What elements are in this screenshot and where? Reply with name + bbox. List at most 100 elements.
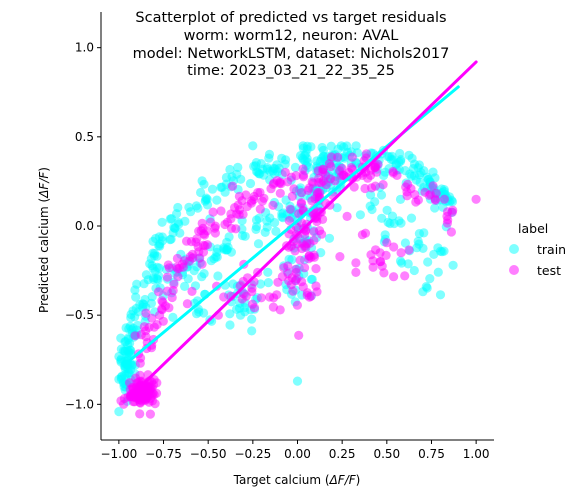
data-point-test	[194, 226, 204, 236]
data-point-train	[433, 267, 443, 277]
data-point-test	[428, 181, 438, 191]
data-point-test	[413, 195, 423, 205]
data-point-train	[351, 141, 361, 151]
data-point-test	[333, 152, 343, 162]
regression-line-test	[129, 60, 478, 397]
data-point-train	[406, 213, 417, 223]
data-point-test	[439, 194, 449, 204]
data-point-test	[141, 308, 151, 318]
data-point-train	[264, 153, 274, 163]
data-point-train	[430, 203, 440, 213]
x-tick-label: −0.50	[190, 447, 227, 461]
data-point-test	[351, 267, 361, 277]
data-point-test	[377, 261, 387, 271]
data-point-train	[429, 249, 439, 259]
data-point-train	[245, 178, 256, 189]
data-point-test	[471, 194, 481, 204]
data-point-test	[147, 396, 157, 406]
data-point-train	[247, 326, 257, 336]
data-point-test	[234, 191, 244, 201]
data-point-test	[284, 216, 294, 226]
data-point-test	[268, 200, 278, 210]
data-point-train	[389, 218, 399, 229]
data-point-test	[135, 358, 145, 368]
data-point-train	[290, 162, 300, 172]
data-point-test	[154, 287, 164, 297]
data-point-train	[339, 142, 349, 152]
data-point-train	[448, 260, 458, 270]
data-point-train	[141, 270, 151, 280]
data-point-test	[157, 296, 167, 306]
data-point-test	[247, 299, 258, 309]
data-point-train	[407, 153, 417, 163]
data-point-train	[422, 172, 432, 182]
data-point-train	[292, 376, 303, 386]
data-point-train	[403, 259, 413, 269]
data-point-test	[389, 242, 399, 252]
data-point-test	[360, 183, 370, 194]
y-tick-label: 0.0	[75, 219, 94, 233]
data-point-test	[425, 189, 435, 199]
data-point-train	[247, 314, 257, 324]
data-point-test	[389, 272, 399, 282]
legend: label train test	[509, 221, 566, 278]
data-point-test	[300, 263, 310, 273]
scatter-points-layer	[114, 141, 481, 419]
data-point-test	[233, 200, 243, 210]
data-point-test	[227, 181, 238, 191]
data-point-train	[425, 274, 435, 284]
data-point-test	[171, 262, 182, 272]
data-point-train	[199, 308, 209, 318]
data-point-test	[158, 316, 168, 326]
title-line-2: worm: worm12, neuron: AVAL	[184, 28, 399, 44]
data-point-train	[435, 290, 446, 300]
data-point-train	[418, 243, 428, 253]
data-point-train	[277, 212, 287, 222]
data-point-train	[376, 190, 387, 200]
data-point-train	[186, 207, 196, 217]
data-point-test	[347, 152, 357, 162]
data-point-test	[326, 161, 336, 172]
data-point-test	[309, 235, 319, 245]
data-point-train	[130, 285, 140, 295]
data-point-test	[210, 221, 220, 231]
data-point-train	[379, 170, 389, 181]
data-point-test	[259, 193, 269, 203]
data-point-train	[225, 320, 235, 330]
x-tick-label: −0.75	[145, 447, 182, 461]
data-point-test	[226, 209, 236, 219]
data-point-train	[148, 236, 158, 246]
data-point-test	[311, 281, 321, 291]
data-point-test	[188, 253, 198, 263]
data-point-train	[191, 201, 202, 211]
data-point-train	[271, 226, 281, 236]
data-point-test	[298, 282, 308, 292]
x-tick-label: 0.00	[284, 447, 311, 461]
data-point-test	[268, 179, 278, 189]
data-point-test	[197, 218, 207, 228]
data-point-test	[368, 256, 378, 266]
data-point-train	[149, 274, 159, 285]
data-point-train	[439, 186, 449, 197]
data-point-train	[166, 234, 176, 244]
legend-marker-train	[509, 244, 519, 254]
data-point-train	[366, 190, 376, 200]
data-point-train	[233, 162, 243, 172]
data-point-test	[371, 160, 381, 171]
data-point-test	[446, 227, 456, 237]
data-point-test	[242, 201, 252, 212]
data-point-train	[414, 229, 424, 239]
data-point-test	[307, 196, 317, 206]
title-line-3: model: NetworkLSTM, dataset: Nichols2017	[133, 46, 450, 62]
y-axis-ticks: −1.0 −0.5 0.0 0.5 1.0	[65, 41, 101, 411]
data-point-train	[170, 223, 180, 233]
data-point-test	[164, 263, 174, 273]
data-point-test	[268, 302, 278, 312]
x-tick-label: 0.50	[373, 447, 400, 461]
data-point-test	[291, 276, 301, 286]
data-point-train	[260, 227, 270, 237]
data-point-train	[281, 155, 291, 165]
data-point-train	[180, 281, 190, 291]
legend-marker-test	[509, 265, 519, 275]
data-point-test	[202, 240, 212, 250]
